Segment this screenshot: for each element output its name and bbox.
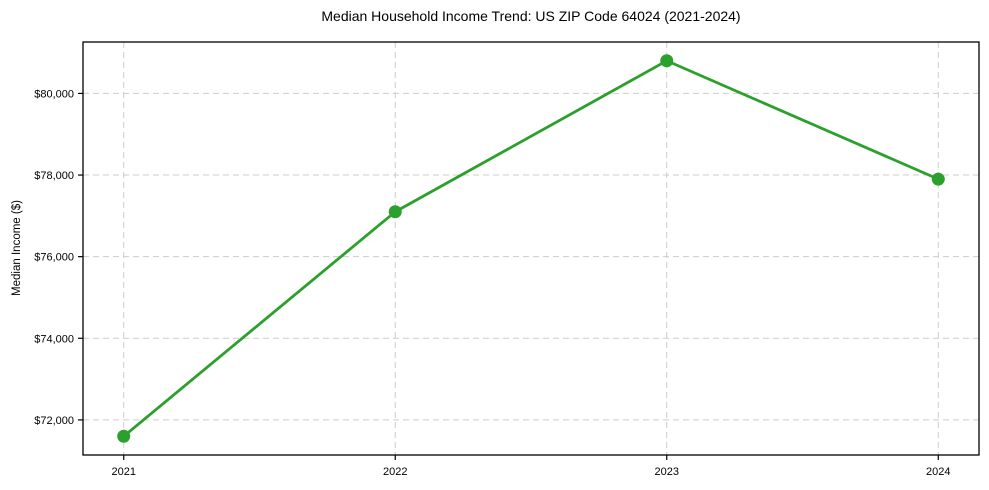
data-point-2024: [931, 172, 945, 186]
y-tick-label: $74,000: [34, 333, 74, 345]
data-point-2023: [660, 54, 674, 68]
x-tick-label: 2022: [383, 466, 407, 478]
chart-title: Median Household Income Trend: US ZIP Co…: [321, 8, 741, 24]
data-point-2021: [117, 429, 131, 443]
y-tick-label: $80,000: [34, 88, 74, 100]
x-tick-label: 2023: [655, 466, 679, 478]
data-point-2022: [388, 205, 402, 219]
y-tick-label: $72,000: [34, 415, 74, 427]
y-tick-label: $78,000: [34, 170, 74, 182]
y-tick-label: $76,000: [34, 252, 74, 264]
trend-line: [122, 59, 940, 438]
x-tick-label: 2024: [926, 466, 950, 478]
x-tick-label: 2021: [111, 466, 135, 478]
plot-border: [82, 41, 980, 456]
